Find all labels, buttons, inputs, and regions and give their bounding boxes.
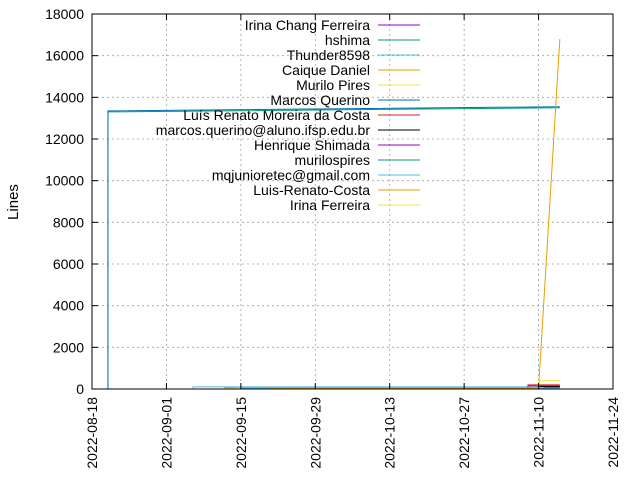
series-line [107,106,560,389]
y-tick-label: 4000 [53,298,84,314]
x-tick-label: 2022-11-24 [605,397,621,468]
x-tick-label: 2022-09-01 [158,397,174,469]
y-tick-label: 0 [76,381,84,397]
y-tick-label: 16000 [45,48,84,64]
x-tick-label: 2022-08-18 [84,397,100,469]
legend-entry-label: Marcos Querino [270,92,370,108]
x-tick-label: 2022-11-10 [531,397,547,468]
legend-entry-label: murilospires [295,152,370,168]
legend-entry-label: mqjunioretec@gmail.com [212,167,370,183]
y-axis-title: Lines [5,184,22,220]
legend-entry-label: Irina Chang Ferreira [245,17,370,33]
legend-entry-label: Caique Daniel [282,62,370,78]
grid-lines [92,14,613,389]
legend-entry-label: Murilo Pires [296,77,370,93]
x-tick-label: 2022-09-15 [233,397,249,469]
x-tick-label: 2022-10-27 [456,397,472,469]
legend: Irina Chang FerreirahshimaThunder8598Cai… [156,17,420,213]
legend-entry-label: Henrique Shimada [254,137,370,153]
legend-entry-label: Luís Renato Moreira da Costa [183,107,370,123]
axis-ticks: 0 2000 4000 6000 8000 10000 12000 14000 16000 180… [45,6,621,469]
y-tick-label: 8000 [53,214,84,230]
legend-entry-label: marcos.querino@aluno.ifsp.edu.br [156,122,371,138]
plot-frame [91,13,614,390]
legend-entry-label: Luis-Renato-Costa [253,182,370,198]
y-tick-label: 14000 [45,89,84,105]
y-tick-label: 2000 [53,339,84,355]
legend-entry-label: Thunder8598 [287,47,371,63]
y-tick-label: 10000 [45,173,84,189]
legend-entry-label: hshima [325,32,370,48]
y-tick-label: 18000 [45,6,84,22]
y-tick-label: 12000 [45,131,84,147]
y-tick-label: 6000 [53,256,84,272]
series-line [192,386,560,389]
legend-entry-label: Irina Ferreira [290,197,370,213]
x-tick-label: 2022-10-13 [382,397,398,469]
x-tick-label: 2022-09-29 [307,397,323,469]
